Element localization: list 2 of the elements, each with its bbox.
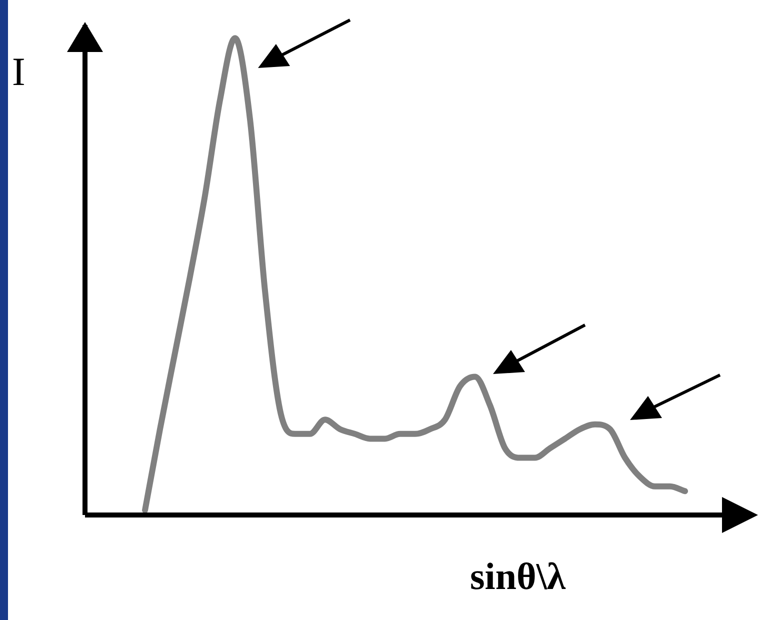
x-axis-title: sinθ\λ (470, 555, 566, 599)
y-axis-title: I (12, 48, 26, 95)
